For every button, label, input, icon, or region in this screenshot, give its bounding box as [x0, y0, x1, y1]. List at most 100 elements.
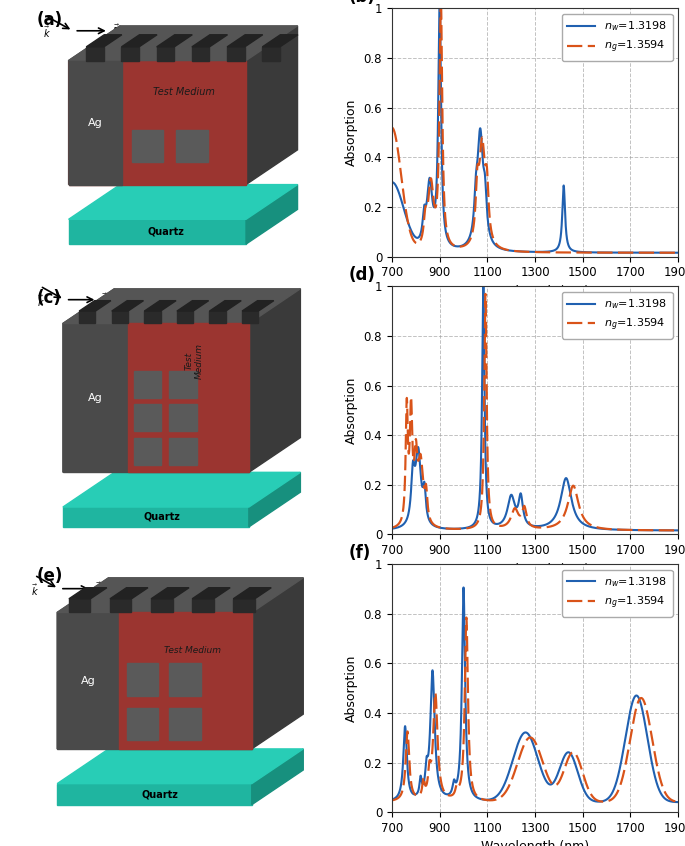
Text: $\vec{H}$: $\vec{H}$: [100, 299, 109, 315]
Polygon shape: [69, 588, 107, 599]
$n_w$=1.3198: [672, 525, 680, 536]
Polygon shape: [57, 783, 252, 805]
Polygon shape: [233, 599, 255, 613]
$n_g$=1.3594: [516, 246, 524, 256]
Polygon shape: [242, 300, 274, 311]
X-axis label: Wavelength (nm): Wavelength (nm): [481, 563, 589, 575]
Polygon shape: [110, 599, 132, 613]
Text: Test Medium: Test Medium: [164, 646, 221, 655]
Polygon shape: [176, 130, 208, 162]
Polygon shape: [210, 300, 241, 311]
Text: $\vec{E}$: $\vec{E}$: [112, 23, 120, 38]
Text: Ag: Ag: [88, 118, 103, 128]
$n_w$=1.3198: [516, 489, 524, 499]
Polygon shape: [145, 300, 176, 311]
Text: Ag: Ag: [81, 676, 96, 686]
$n_g$=1.3594: [516, 750, 524, 760]
Polygon shape: [169, 663, 201, 695]
Text: (f): (f): [349, 544, 371, 562]
Y-axis label: Absorption: Absorption: [345, 376, 358, 444]
Polygon shape: [246, 184, 297, 244]
$n_w$=1.3198: [496, 243, 504, 253]
$n_g$=1.3594: [496, 521, 504, 531]
Polygon shape: [157, 35, 192, 47]
$n_g$=1.3594: [674, 797, 682, 807]
Polygon shape: [262, 35, 298, 47]
Polygon shape: [63, 288, 114, 472]
$n_g$=1.3594: [458, 241, 466, 251]
Polygon shape: [57, 578, 303, 613]
$n_w$=1.3198: [458, 524, 466, 534]
Polygon shape: [63, 507, 249, 527]
Polygon shape: [63, 472, 301, 507]
Polygon shape: [132, 130, 163, 162]
Polygon shape: [110, 588, 148, 599]
Text: Ag: Ag: [88, 393, 103, 403]
Text: Quartz: Quartz: [143, 512, 180, 522]
$n_g$=1.3594: [388, 123, 396, 133]
Polygon shape: [79, 300, 111, 311]
Polygon shape: [134, 437, 162, 465]
Polygon shape: [177, 311, 193, 323]
Polygon shape: [252, 749, 303, 805]
$n_g$=1.3594: [674, 525, 682, 536]
$n_w$=1.3198: [460, 582, 468, 592]
$n_g$=1.3594: [454, 524, 462, 534]
$n_g$=1.3594: [674, 248, 682, 258]
Polygon shape: [227, 35, 263, 47]
Polygon shape: [68, 184, 297, 219]
Polygon shape: [169, 437, 197, 465]
Text: (e): (e): [37, 567, 64, 585]
$n_g$=1.3594: [458, 524, 466, 534]
$n_g$=1.3594: [672, 248, 680, 258]
Polygon shape: [68, 26, 297, 61]
Text: $\vec{k}$: $\vec{k}$: [43, 25, 51, 40]
Line: $n_w$=1.3198: $n_w$=1.3198: [392, 587, 678, 802]
$n_g$=1.3594: [496, 793, 504, 803]
Polygon shape: [177, 300, 209, 311]
$n_g$=1.3594: [388, 523, 396, 533]
Line: $n_g$=1.3594: $n_g$=1.3594: [392, 294, 678, 530]
Text: (c): (c): [37, 288, 62, 307]
Polygon shape: [68, 219, 246, 244]
$n_w$=1.3198: [454, 768, 462, 778]
Text: (b): (b): [349, 0, 376, 6]
Polygon shape: [68, 61, 246, 184]
Polygon shape: [192, 47, 210, 61]
$n_w$=1.3198: [388, 794, 396, 805]
$n_g$=1.3594: [462, 613, 471, 623]
Polygon shape: [57, 749, 303, 783]
Text: $\vec{H}$: $\vec{H}$: [95, 589, 103, 604]
$n_w$=1.3198: [456, 524, 464, 534]
Polygon shape: [63, 323, 249, 472]
Polygon shape: [262, 47, 280, 61]
Polygon shape: [134, 371, 162, 398]
Text: $\vec{E}$: $\vec{E}$: [95, 581, 103, 596]
$n_g$=1.3594: [672, 796, 680, 806]
X-axis label: Wavelength (nm): Wavelength (nm): [481, 840, 589, 846]
$n_g$=1.3594: [496, 242, 504, 252]
$n_w$=1.3198: [516, 733, 524, 744]
$n_w$=1.3198: [458, 698, 466, 708]
Polygon shape: [246, 26, 297, 184]
$n_g$=1.3594: [456, 778, 464, 788]
Polygon shape: [68, 26, 120, 184]
Text: $\vec{H}$: $\vec{H}$: [112, 31, 121, 47]
Text: (a): (a): [37, 11, 63, 29]
Polygon shape: [121, 35, 157, 47]
Text: Test
Medium: Test Medium: [185, 343, 204, 379]
Polygon shape: [86, 35, 122, 47]
Polygon shape: [121, 47, 139, 61]
Legend: $n_w$=1.3198, $n_g$=1.3594: $n_w$=1.3198, $n_g$=1.3594: [562, 569, 673, 617]
Polygon shape: [127, 663, 158, 695]
$n_g$=1.3594: [516, 510, 524, 520]
Polygon shape: [151, 588, 189, 599]
Polygon shape: [112, 300, 143, 311]
$n_g$=1.3594: [454, 780, 462, 790]
Polygon shape: [128, 323, 249, 472]
$n_w$=1.3198: [674, 797, 682, 807]
Text: Quartz: Quartz: [147, 227, 184, 237]
Legend: $n_w$=1.3198, $n_g$=1.3594: $n_w$=1.3198, $n_g$=1.3594: [562, 14, 673, 61]
Polygon shape: [169, 708, 201, 740]
$n_g$=1.3594: [436, 3, 445, 14]
